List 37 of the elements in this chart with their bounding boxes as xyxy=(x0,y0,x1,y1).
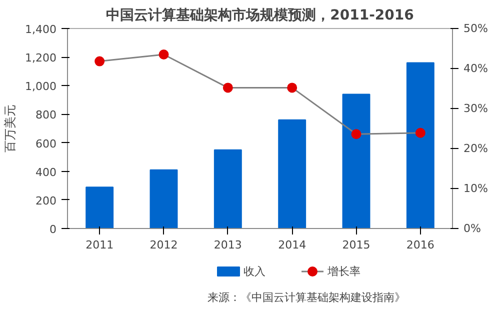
point xyxy=(351,129,362,140)
y2-tick-label: 40% xyxy=(464,62,488,75)
y-tick-label: 600 xyxy=(36,137,57,150)
source-note: 来源：《中国云计算基础架构建设指南》 xyxy=(208,291,406,304)
bar xyxy=(406,62,434,228)
y-tick-label: 800 xyxy=(36,108,57,122)
x-tick-label: 2015 xyxy=(342,238,370,252)
bar xyxy=(214,149,242,228)
y2-tick-label: 30% xyxy=(464,102,488,115)
y-axis-title: 百万美元 xyxy=(3,104,18,152)
y2-tick-label: 10% xyxy=(464,182,488,195)
bar xyxy=(86,186,114,228)
y2-tick-label: 20% xyxy=(464,142,488,155)
point xyxy=(287,82,298,93)
y-tick-label: 1,000 xyxy=(25,80,57,94)
y-tick-label: 400 xyxy=(36,166,57,179)
y2-tick-label: 0% xyxy=(464,222,481,235)
y-tick-label: 200 xyxy=(36,194,57,208)
x-tick-label: 2012 xyxy=(150,238,178,252)
y2-tick-label: 50% xyxy=(464,22,488,35)
x-tick-label: 2013 xyxy=(214,238,242,252)
bar xyxy=(278,119,306,228)
y-tick-label: 1,200 xyxy=(25,52,57,65)
x-tick-label: 2016 xyxy=(406,238,434,252)
point xyxy=(94,56,105,66)
bar xyxy=(150,169,178,228)
y-tick-label: 1,400 xyxy=(25,23,57,36)
y-tick-label: 0 xyxy=(50,223,56,236)
chart-title: 中国云计算基础架构市场规模预测，2011-2016 xyxy=(106,6,414,24)
legend-label: 增长率 xyxy=(326,265,360,278)
x-tick-label: 2011 xyxy=(86,238,114,252)
point xyxy=(222,82,233,93)
x-tick-label: 2014 xyxy=(278,238,306,252)
bar xyxy=(342,94,370,228)
point xyxy=(158,50,169,60)
legend-label: 收入 xyxy=(244,265,266,278)
point xyxy=(415,128,426,138)
